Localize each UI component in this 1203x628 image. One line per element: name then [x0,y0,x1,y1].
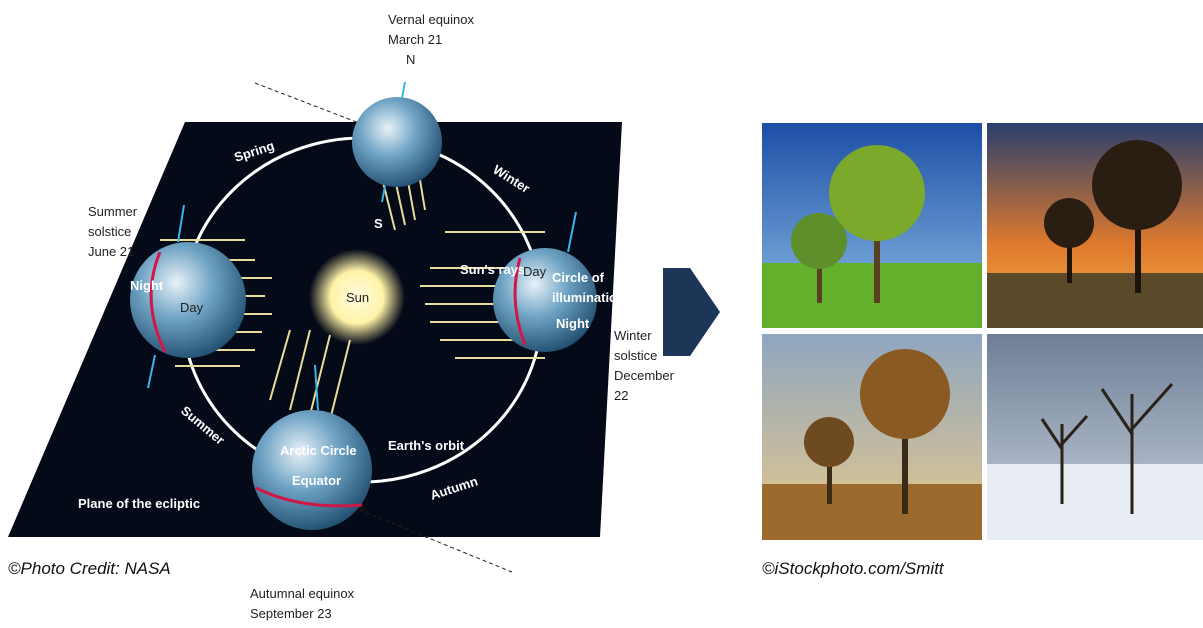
label: Day [523,264,547,279]
label: Earth's orbit [388,438,465,453]
shape [402,82,405,98]
label: S [374,216,383,231]
label: Winter [614,328,652,343]
label: June 21 [88,244,134,259]
shape [1044,198,1094,248]
label: September 23 [250,606,332,621]
shape [762,484,982,540]
shape [1092,140,1182,230]
shape [791,213,847,269]
photo-winter [987,334,1203,540]
label: Vernal equinox [388,12,475,27]
body: Vernal equinox March 21 N S Spring Winte… [0,0,1203,628]
credit: ©iStockphoto.com/Smitt [762,559,945,578]
label: Equator [292,473,341,488]
label: Summer [88,204,138,219]
label: Sun's rays [460,262,525,277]
label: solstice [88,224,131,239]
shape [860,349,950,439]
label: Plane of the ecliptic [78,496,200,511]
label: Autumnal equinox [250,586,355,601]
label: Sun [346,290,369,305]
shape [987,464,1203,540]
shape [987,273,1203,328]
shape [762,263,982,328]
shape [829,145,925,241]
arrow [663,268,720,356]
label: Day [180,300,204,315]
credit: ©Photo Credit: NASA [8,559,171,578]
shape [804,417,854,467]
photo-autumn [762,334,982,540]
photo-spring [762,123,982,328]
page: {"diagram": { "vernal_equinox": ["Vernal… [0,0,1203,628]
label: Arctic Circle [280,443,357,458]
label: Night [130,278,164,293]
photo-grid [762,123,1203,540]
label: December [614,368,675,383]
label: March 21 [388,32,442,47]
shape [252,410,372,530]
label: Night [556,316,590,331]
shape [352,97,442,187]
label: illumination [552,290,625,305]
slide: Vernal equinox March 21 N S Spring Winte… [0,0,1203,623]
label: Circle of [552,270,605,285]
axis-line [255,83,372,128]
label: N [406,52,415,67]
ecliptic-diagram: Vernal equinox March 21 N S Spring Winte… [8,12,675,621]
photo-summer [987,123,1203,328]
label: 22 [614,388,628,403]
label: solstice [614,348,657,363]
